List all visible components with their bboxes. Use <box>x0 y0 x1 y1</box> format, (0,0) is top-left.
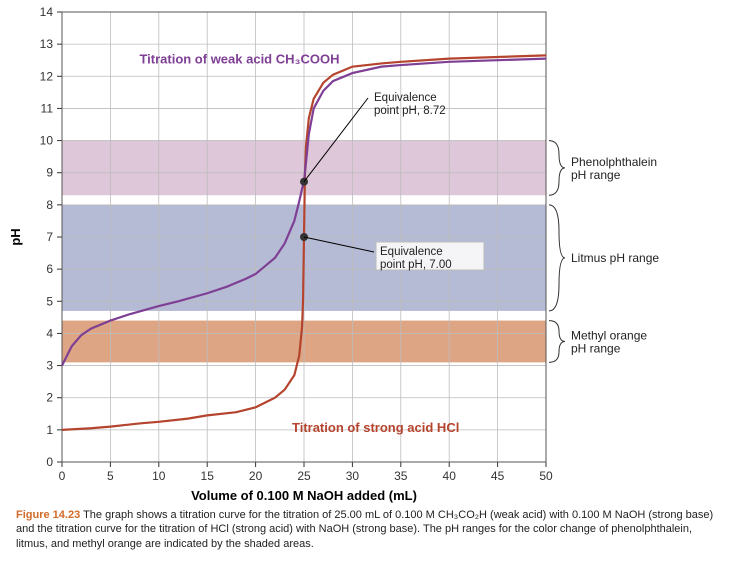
y-tick-label: 2 <box>46 391 53 405</box>
weak-acid-series-label: Titration of weak acid CH₃COOH <box>139 51 339 66</box>
y-tick-label: 7 <box>46 230 53 244</box>
y-tick-label: 5 <box>46 294 53 308</box>
y-tick-label: 11 <box>41 101 54 115</box>
caption-text: The graph shows a titration curve for th… <box>16 509 713 550</box>
weak-equivalence-label: Equivalence <box>374 92 437 104</box>
strong-equivalence-label: Equivalence <box>380 246 443 258</box>
x-axis-label: Volume of 0.100 M NaOH added (mL) <box>191 488 417 503</box>
y-tick-label: 14 <box>40 5 54 19</box>
y-tick-label: 10 <box>40 134 54 148</box>
titration-chart: 0510152025303540455001234567891011121314… <box>0 0 732 505</box>
x-tick-label: 5 <box>107 469 114 483</box>
phenolphthalein-range-label: pH range <box>571 168 621 182</box>
x-tick-label: 20 <box>249 469 263 483</box>
x-tick-label: 50 <box>539 469 553 483</box>
y-tick-label: 9 <box>46 166 53 180</box>
y-tick-label: 6 <box>46 262 53 276</box>
strong-equivalence-label: point pH, 7.00 <box>380 259 452 271</box>
y-tick-label: 8 <box>46 198 53 212</box>
phenolphthalein-brace <box>549 141 565 196</box>
methyl_orange-range-label: Methyl orange <box>571 328 647 342</box>
x-tick-label: 45 <box>491 469 505 483</box>
y-tick-label: 3 <box>46 359 53 373</box>
y-tick-label: 0 <box>46 455 53 469</box>
y-tick-label: 13 <box>40 37 54 51</box>
y-axis-label: pH <box>8 228 23 245</box>
litmus-range-label: Litmus pH range <box>571 251 659 265</box>
methyl_orange-range-label: pH range <box>571 341 621 355</box>
x-tick-label: 25 <box>297 469 311 483</box>
y-tick-label: 12 <box>40 69 54 83</box>
litmus-brace <box>549 205 565 311</box>
x-tick-label: 30 <box>346 469 360 483</box>
x-tick-label: 15 <box>201 469 215 483</box>
x-tick-label: 40 <box>443 469 457 483</box>
figure-caption: Figure 14.23 The graph shows a titration… <box>16 508 714 551</box>
y-tick-label: 1 <box>46 423 53 437</box>
figure-number: Figure 14.23 <box>16 509 80 521</box>
weak-equivalence-label: point pH, 8.72 <box>374 105 446 117</box>
y-tick-label: 4 <box>46 326 53 340</box>
figure-container: 0510152025303540455001234567891011121314… <box>0 0 732 562</box>
x-tick-label: 10 <box>152 469 166 483</box>
x-tick-label: 0 <box>59 469 66 483</box>
hcl-series-label: Titration of strong acid HCl <box>292 420 459 435</box>
x-tick-label: 35 <box>394 469 408 483</box>
phenolphthalein-range-label: Phenolphthalein <box>571 155 657 169</box>
methyl_orange-brace <box>549 321 565 363</box>
